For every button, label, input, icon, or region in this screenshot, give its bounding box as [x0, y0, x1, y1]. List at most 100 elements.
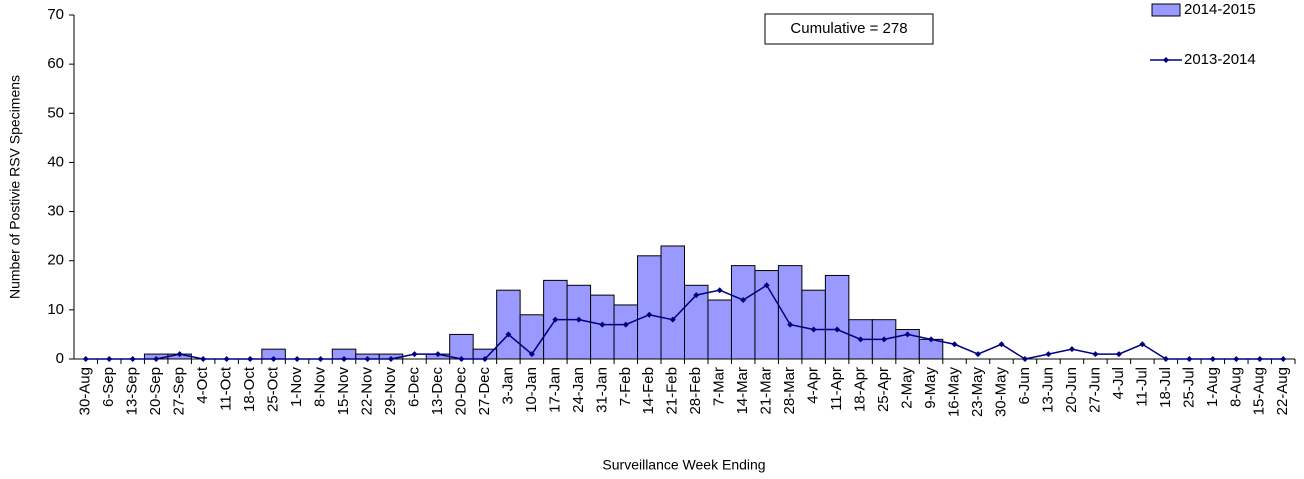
y-tick-label: 40	[47, 153, 64, 170]
point	[458, 356, 465, 362]
x-tick-label: 13-Sep	[124, 367, 141, 415]
x-tick-label: 22-Nov	[358, 367, 375, 416]
x-tick-label: 18-Apr	[852, 367, 869, 412]
x-tick-label: 16-May	[945, 367, 962, 418]
point	[1256, 356, 1263, 362]
bar	[449, 333, 474, 360]
bar	[496, 289, 521, 360]
x-tick-label: 24-Jan	[570, 367, 587, 413]
point	[716, 287, 723, 294]
point	[481, 356, 488, 362]
point	[646, 311, 653, 318]
x-tick-label: 25-Apr	[875, 367, 892, 412]
x-tick-label: 2-May	[899, 367, 916, 409]
point	[810, 326, 817, 333]
point	[599, 321, 606, 328]
x-tick-label: 27-Sep	[171, 367, 188, 415]
x-tick-label: 6-Jun	[1016, 367, 1033, 405]
point	[975, 351, 982, 358]
y-tick-label: 10	[47, 301, 64, 318]
point	[669, 316, 676, 323]
y-tick-label: 20	[47, 252, 64, 269]
x-tick-label: 7-Mar	[711, 367, 728, 406]
x-tick-label: 8-Nov	[312, 367, 329, 408]
x-tick-label: 21-Mar	[758, 367, 775, 415]
point	[998, 341, 1005, 348]
point	[622, 321, 629, 328]
point	[575, 316, 582, 323]
point	[106, 356, 113, 362]
x-tick-label: 30-Aug	[77, 367, 94, 415]
x-tick-label: 25-Jul	[1180, 367, 1197, 408]
x-tick-label: 18-Oct	[241, 366, 258, 412]
y-tick-label: 70	[47, 6, 64, 23]
point	[834, 326, 841, 333]
point	[153, 356, 160, 362]
x-tick-label: 13-Jun	[1039, 367, 1056, 413]
x-tick-label: 8-Aug	[1227, 367, 1244, 407]
x-tick-label: 3-Jan	[499, 367, 516, 405]
x-tick-label: 28-Mar	[781, 367, 798, 415]
x-axis-label: Surveillance Week Ending	[602, 457, 765, 473]
point	[1280, 356, 1287, 362]
annotation-box	[764, 13, 934, 45]
x-tick-label: 10-Jan	[523, 367, 540, 413]
annotation: Cumulative = 278	[790, 20, 907, 37]
bar	[637, 255, 662, 360]
legend-label: 2013-2014	[1184, 51, 1256, 68]
point	[294, 356, 301, 362]
point	[505, 331, 512, 338]
x-tick-label: 22-Aug	[1274, 367, 1291, 415]
x-tick-label: 21-Feb	[664, 367, 681, 415]
point	[434, 351, 441, 358]
point	[528, 351, 535, 358]
bar	[801, 289, 826, 360]
point	[857, 336, 864, 343]
point	[200, 356, 207, 362]
point	[129, 356, 136, 362]
point	[787, 321, 794, 328]
x-tick-label: 20-Sep	[147, 367, 164, 415]
x-tick-label: 27-Jun	[1086, 367, 1103, 413]
x-tick-label: 4-Jul	[1110, 367, 1127, 400]
bar	[707, 299, 732, 360]
point	[1021, 356, 1028, 362]
legend-marker	[1163, 57, 1169, 63]
bar	[613, 304, 639, 360]
x-tick-label: 29-Nov	[382, 367, 399, 416]
x-tick-label: 4-Apr	[805, 367, 822, 404]
point	[223, 356, 230, 362]
point	[341, 356, 348, 362]
point	[740, 297, 747, 304]
point	[928, 336, 935, 343]
x-tick-label: 28-Feb	[687, 367, 704, 415]
point	[411, 351, 418, 358]
point	[364, 356, 371, 362]
point	[1139, 341, 1146, 348]
point	[1162, 356, 1169, 362]
x-tick-label: 6-Dec	[405, 367, 422, 408]
legend-label: 2014-2015	[1184, 1, 1256, 18]
point	[1233, 356, 1240, 362]
x-tick-label: 14-Feb	[640, 367, 657, 415]
point	[1115, 351, 1122, 358]
x-tick-label: 31-Jan	[593, 367, 610, 413]
point	[317, 356, 324, 362]
point	[881, 336, 888, 343]
x-tick-label: 15-Nov	[335, 367, 352, 416]
x-tick-label: 18-Jul	[1157, 367, 1174, 408]
point	[270, 356, 277, 362]
point	[763, 282, 770, 289]
x-tick-label: 13-Dec	[429, 367, 446, 416]
x-tick-label: 23-May	[969, 367, 986, 418]
x-tick-label: 6-Sep	[100, 367, 117, 407]
x-tick-label: 1-Aug	[1204, 367, 1221, 407]
y-axis-label: Number of Postivie RSV Specimens	[7, 75, 23, 299]
point	[176, 351, 183, 358]
x-tick-label: 11-Apr	[828, 367, 845, 411]
point	[387, 356, 394, 362]
legend-swatch	[1151, 3, 1181, 17]
y-tick-label: 60	[47, 55, 64, 72]
